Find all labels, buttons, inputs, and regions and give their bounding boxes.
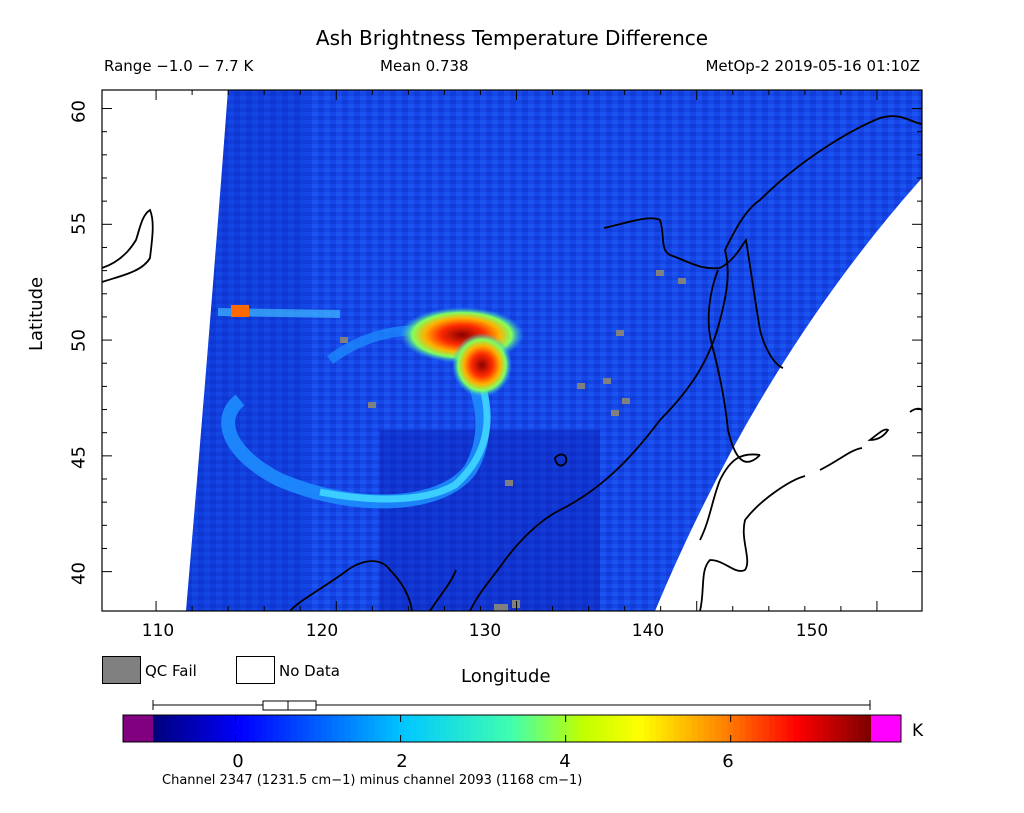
satellite-timestamp: MetOp-2 2019-05-16 01:10Z <box>705 57 920 75</box>
colorbar-unit: K <box>912 721 924 741</box>
x-axis-label: Longitude <box>461 666 551 687</box>
colorbar-tick-label: 2 <box>396 751 408 772</box>
lat-tick-label: 40 <box>68 562 90 585</box>
lat-tick-label: 60 <box>68 100 90 123</box>
above-range-swatch <box>871 715 901 742</box>
no-data-label: No Data <box>279 662 340 680</box>
colorbar-ramp <box>153 715 872 742</box>
colorbar <box>122 700 902 743</box>
qc-fail-label: QC Fail <box>145 662 197 680</box>
satellite-swath <box>186 90 922 611</box>
lon-tick-label: 140 <box>631 621 665 641</box>
colorbar-tick-label: 6 <box>722 751 734 772</box>
range-label: Range −1.0 − 7.7 K <box>104 57 254 75</box>
coastlines <box>102 115 922 611</box>
mean-label: Mean 0.738 <box>380 57 469 75</box>
no-data-swatch <box>236 656 275 684</box>
lon-tick-label: 120 <box>305 621 339 641</box>
qc-fail-swatch <box>102 656 141 684</box>
channel-caption: Channel 2347 (1231.5 cm−1) minus channel… <box>162 773 583 788</box>
colorbar-boxplot <box>262 700 317 711</box>
lon-tick-label: 150 <box>795 621 829 641</box>
lat-tick-label: 55 <box>68 212 90 235</box>
lon-tick-label: 130 <box>468 621 502 641</box>
lat-tick-label: 45 <box>68 446 90 469</box>
lon-tick-label: 110 <box>141 621 175 641</box>
chart-title: Ash Brightness Temperature Difference <box>315 26 709 50</box>
below-range-swatch <box>123 715 153 742</box>
colorbar-tick-label: 0 <box>232 751 244 772</box>
axis-tick-marks <box>102 90 922 611</box>
plot-frame <box>101 89 923 612</box>
lat-tick-label: 50 <box>68 329 90 352</box>
y-axis-label: Latitude <box>26 276 47 351</box>
colorbar-tick-label: 4 <box>559 751 571 772</box>
